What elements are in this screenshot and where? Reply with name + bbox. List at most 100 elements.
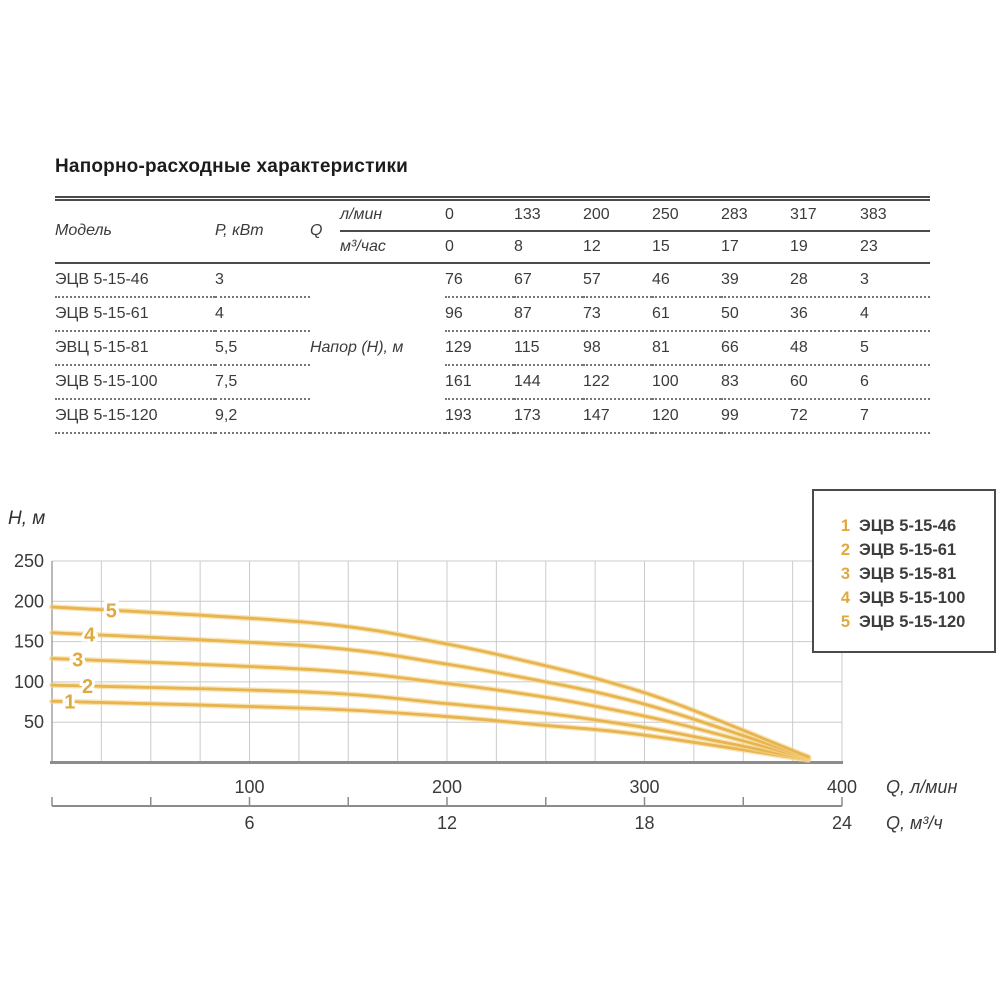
model-cell: ЭЦВ 5-15-100 [55,364,215,400]
head-value-cell: 60 [790,364,860,400]
q-lmin-value: 383 [860,198,930,232]
head-value-cell: 120 [652,398,721,434]
power-cell: 7,5 [215,364,310,400]
legend-item: 5 ЭЦВ 5-15-120 [836,610,994,634]
q-m3h-value: 8 [514,237,523,255]
page-title: Напорно-расходные характеристики [55,156,409,177]
table-row: ЭЦВ 5-15-120 9,2 193 173 147 120 99 72 7 [55,398,930,434]
x-tick-label-m3h: 6 [244,813,254,833]
y-axis-label: Н, м [8,508,46,529]
head-value-cell: 99 [721,398,790,434]
head-value-cell: 96 [445,296,514,332]
legend-item: 2 ЭЦВ 5-15-61 [836,538,994,562]
head-value-cell: 161 [445,364,514,400]
head-value-cell: 144 [514,364,583,400]
pump-curves-plot: 50 100 150 200 250 100 200 300 400 Q, л/мин 6 12 18 2… [14,551,958,833]
curve-1 [50,699,810,762]
col-header-model: Модель [55,222,112,240]
head-value-cell: 57 [583,262,652,298]
legend-item-label: ЭЦВ 5-15-81 [859,565,957,583]
power-cell: 9,2 [215,398,310,434]
y-tick-label: 200 [14,591,44,611]
unit-lmin-label: л/мин [340,198,445,232]
chart-legend: 1 ЭЦВ 5-15-46 2 ЭЦВ 5-15-61 3 ЭЦВ 5-15-81 4 ЭЦВ… [812,489,996,653]
q-m3h-value: 15 [652,237,670,255]
legend-item-number: 5 [840,613,850,631]
unit-m3h-label: м³/час [340,237,386,255]
legend-item-label: ЭЦВ 5-15-120 [859,613,966,631]
curve-label-5: 5 [106,601,117,623]
head-value-cell: 129 [445,330,514,366]
head-value-cell: 67 [514,262,583,298]
table-row: ЭЦВ 5-15-61 4 96 87 73 61 50 36 4 [55,296,930,332]
q-m3h-value: 17 [721,237,739,255]
model-cell: ЭЦВ 5-15-61 [55,296,215,332]
table-row: ЭЦВ 5-15-100 7,5 161 144 122 100 83 60 6 [55,364,930,400]
table-row: ЭВЦ 5-15-81 5,5 129 115 98 81 66 48 5 [55,330,930,366]
x-tick-label-lmin: 200 [432,777,462,797]
head-value-cell: 100 [652,364,721,400]
x-tick-label-lmin: 400 [827,777,857,797]
q-lmin-value: 283 [721,198,790,232]
q-lmin-value: 317 [790,198,860,232]
head-value-cell: 61 [652,296,721,332]
head-value-cell: 4 [860,296,930,332]
col-header-q: Q [310,222,323,240]
curve-4 [50,631,810,760]
head-value-cell: 87 [514,296,583,332]
characteristics-table: Модель Р, кВт Q л/мин 0 133 200 250 283 317 38… [55,196,930,434]
head-value-cell: 48 [790,330,860,366]
head-value-cell: 73 [583,296,652,332]
legend-item: 3 ЭЦВ 5-15-81 [836,562,994,586]
header-row-lmin: Модель Р, кВт Q л/мин 0 133 200 250 283 317 38… [55,198,930,239]
col-header-power: Р, кВт [215,222,264,240]
x-tick-label-m3h: 18 [634,813,654,833]
table-body: ЭЦВ 5-15-46 3 Напор (Н), м 76 67 57 46 39 28 3 ЭЦВ… [55,262,930,434]
q-lmin-value: 133 [514,198,583,232]
head-value-cell: 28 [790,262,860,298]
power-cell: 5,5 [215,330,310,366]
table-row: ЭЦВ 5-15-46 3 Напор (Н), м 76 67 57 46 39 28 3 [55,262,930,434]
y-tick-label: 100 [14,672,44,692]
x-tick-label-lmin: 100 [234,777,264,797]
legend-item-number: 4 [840,589,850,607]
q-m3h-value: 23 [860,237,878,255]
curve-3 [50,657,810,760]
legend-item-label: ЭЦВ 5-15-100 [859,589,966,607]
model-cell: ЭЦВ 5-15-46 [55,262,215,298]
q-m3h-value: 0 [445,237,454,255]
curve-2 [50,683,810,761]
head-value-cell: 115 [514,330,583,366]
head-value-cell: 66 [721,330,790,366]
x-axis-label-lmin: Q, л/мин [886,777,958,797]
head-value-cell: 193 [445,398,514,434]
q-m3h-value: 12 [583,237,601,255]
q-lmin-value: 200 [583,198,652,232]
curve-label-4: 4 [84,625,96,647]
legend-item-number: 1 [840,517,850,535]
head-value-cell: 7 [860,398,930,434]
head-value-cell: 6 [860,364,930,400]
legend-item-label: ЭЦВ 5-15-46 [859,517,957,535]
head-value-cell: 122 [583,364,652,400]
legend-item: 1 ЭЦВ 5-15-46 [836,514,994,538]
legend-item: 4 ЭЦВ 5-15-100 [836,586,994,610]
head-value-cell: 36 [790,296,860,332]
head-value-cell: 83 [721,364,790,400]
legend-item-number: 2 [840,541,850,559]
head-value-cell: 3 [860,262,930,298]
power-cell: 3 [215,262,310,298]
legend-item-label: ЭЦВ 5-15-61 [859,541,957,559]
q-m3h-value: 19 [790,237,808,255]
x-tick-label-lmin: 300 [629,777,659,797]
legend-item-number: 3 [840,565,850,583]
head-value-cell: 76 [445,262,514,298]
x-tick-label-m3h: 24 [832,813,852,833]
y-tick-label: 150 [14,632,44,652]
q-lmin-value: 250 [652,198,721,232]
head-value-cell: 50 [721,296,790,332]
y-tick-label: 250 [14,551,44,571]
head-value-cell: 5 [860,330,930,366]
